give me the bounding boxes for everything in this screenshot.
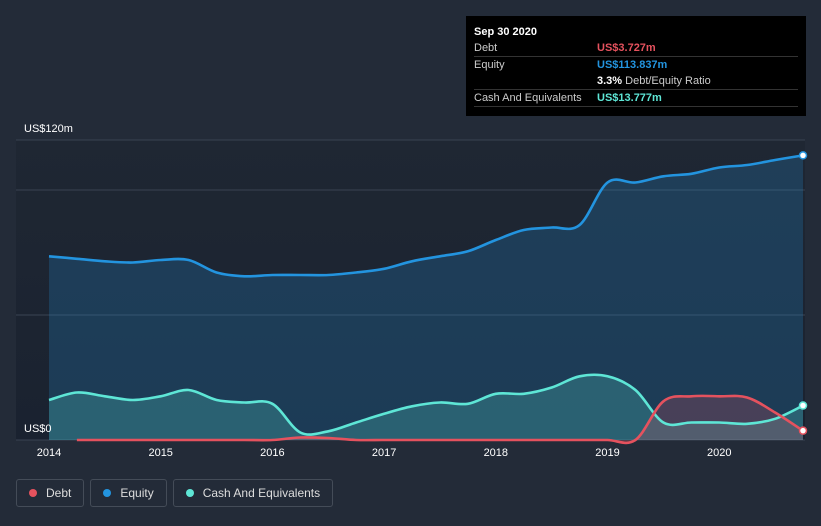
tooltip-cash-label: Cash And Equivalents bbox=[474, 92, 582, 104]
debt-dot-icon bbox=[29, 489, 37, 497]
tooltip-ratio: 3.3% Debt/Equity Ratio bbox=[597, 73, 711, 89]
equity-line bbox=[48, 154, 804, 278]
legend-item-equity[interactable]: Equity bbox=[90, 479, 167, 507]
equity-endpoint-marker bbox=[798, 151, 808, 160]
x-tick-label: 2014 bbox=[37, 447, 61, 459]
equity-area bbox=[49, 155, 803, 440]
tooltip-debt-label: Debt bbox=[474, 42, 498, 54]
tooltip-ratio-label: Debt/Equity Ratio bbox=[625, 75, 711, 87]
tooltip-ratio-value: 3.3% bbox=[597, 75, 623, 87]
y-axis-label-top: US$120m bbox=[24, 123, 73, 135]
y-axis-label-bottom: US$0 bbox=[24, 423, 52, 435]
x-tick-label: 2018 bbox=[484, 447, 508, 459]
tooltip-ratio-row: 3.3% Debt/Equity Ratio bbox=[474, 73, 798, 90]
chart-legend: Debt Equity Cash And Equivalents bbox=[16, 479, 334, 507]
cash-and-equivalents-line bbox=[48, 373, 804, 436]
legend-item-cash[interactable]: Cash And Equivalents bbox=[172, 479, 334, 507]
tooltip-equity-value: US$113.837m bbox=[597, 59, 668, 71]
x-tick-label: 2019 bbox=[595, 447, 619, 459]
tooltip-equity-row: Equity US$113.837m bbox=[474, 57, 798, 73]
x-tick-label: 2020 bbox=[707, 447, 731, 459]
legend-label-cash: Cash And Equivalents bbox=[202, 486, 321, 500]
legend-item-debt[interactable]: Debt bbox=[16, 479, 85, 507]
tooltip-cash-value: US$13.777m bbox=[597, 92, 662, 104]
x-tick-label: 2016 bbox=[260, 447, 284, 459]
tooltip-cash-row: Cash And Equivalents US$13.777m bbox=[474, 90, 798, 107]
x-tick-label: 2015 bbox=[148, 447, 172, 459]
tooltip-debt-row: Debt US$3.727m bbox=[474, 40, 798, 57]
tooltip-equity-label: Equity bbox=[474, 59, 505, 71]
tooltip-date: Sep 30 2020 bbox=[474, 26, 537, 38]
cash-dot-icon bbox=[185, 489, 194, 497]
debt-endpoint-marker bbox=[798, 426, 808, 435]
cash-and-equivalents-endpoint-marker bbox=[798, 401, 808, 410]
equity-dot-icon bbox=[103, 489, 112, 497]
tooltip-debt-value: US$3.727m bbox=[597, 42, 656, 54]
legend-label-debt: Debt bbox=[46, 486, 72, 500]
cash-and-equivalents-area bbox=[49, 374, 803, 440]
tooltip-panel: Sep 30 2020 Debt US$3.727m Equity US$113… bbox=[466, 16, 806, 116]
legend-label-equity: Equity bbox=[120, 486, 154, 500]
x-tick-label: 2017 bbox=[372, 447, 396, 459]
debt-line bbox=[76, 394, 804, 445]
